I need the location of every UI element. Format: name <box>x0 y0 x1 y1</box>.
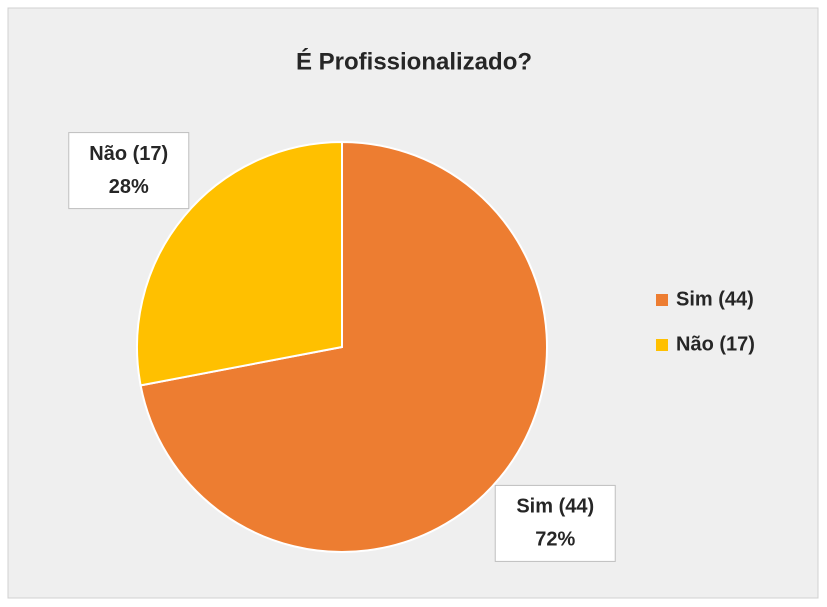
data-label-category: Sim (44) <box>516 496 594 518</box>
data-label-value: 72% <box>535 529 575 551</box>
pie-slice <box>136 140 343 387</box>
pie-slice <box>139 140 548 553</box>
legend-label: Sim (44) <box>676 288 754 310</box>
legend-swatch <box>656 339 668 351</box>
legend-swatch <box>656 294 668 306</box>
chart-title: É Profissionalizado? <box>296 47 532 75</box>
data-label-box <box>68 132 190 210</box>
data-label-box <box>494 484 616 562</box>
legend-label: Não (17) <box>676 333 755 355</box>
data-label-category: Não (17) <box>89 143 168 165</box>
data-label-value: 28% <box>109 176 149 198</box>
